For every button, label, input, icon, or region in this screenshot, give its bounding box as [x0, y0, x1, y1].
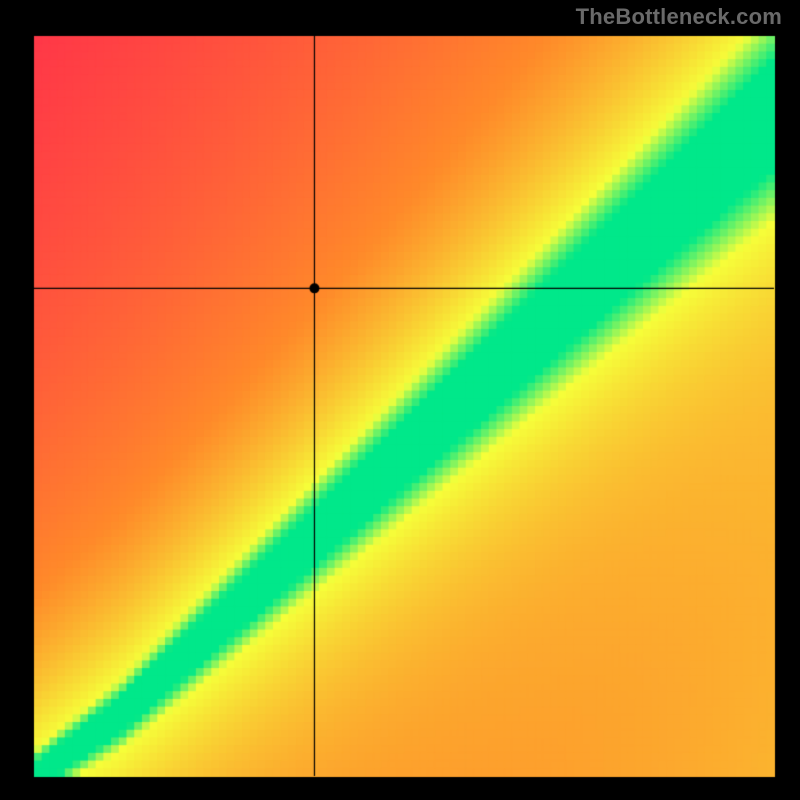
- watermark-text: TheBottleneck.com: [576, 4, 782, 30]
- bottleneck-heatmap: [0, 0, 800, 800]
- chart-container: TheBottleneck.com: [0, 0, 800, 800]
